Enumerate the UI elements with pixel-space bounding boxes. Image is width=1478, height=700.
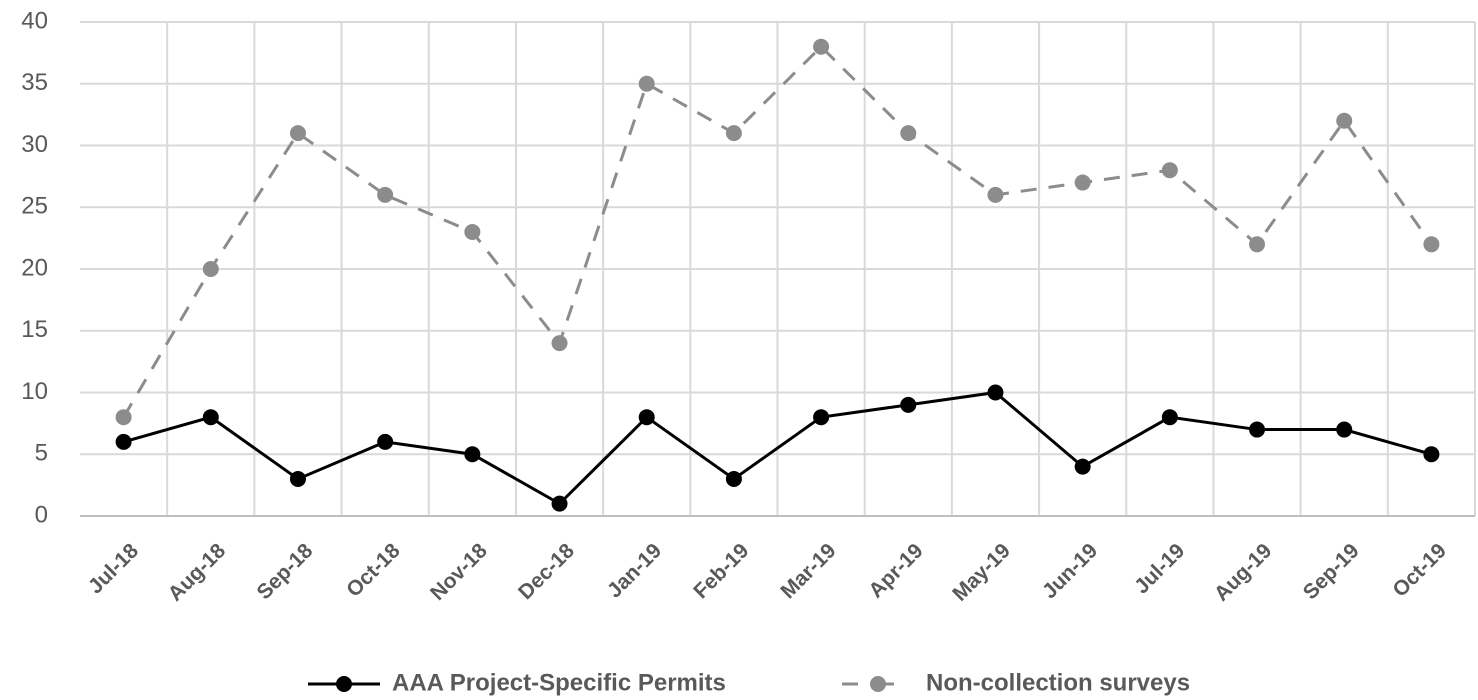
y-tick-label: 30	[21, 131, 48, 158]
legend-marker	[870, 676, 886, 692]
legend-label: AAA Project-Specific Permits	[392, 669, 726, 696]
x-tick-label: Mar-19	[776, 539, 840, 603]
point	[900, 125, 917, 142]
y-tick-label: 10	[21, 378, 48, 405]
x-tick-label: Oct-18	[342, 539, 405, 602]
point	[1336, 112, 1353, 129]
point	[289, 470, 306, 487]
x-tick-label: Jan-19	[603, 539, 666, 602]
x-tick-label: Oct-19	[1388, 539, 1450, 601]
x-tick-label: Jun-19	[1038, 539, 1102, 603]
point	[725, 125, 742, 142]
series-line	[122, 44, 1433, 418]
x-tick-label: Dec-18	[514, 539, 579, 604]
y-tick-label: 5	[35, 440, 48, 467]
point	[1249, 421, 1266, 438]
point	[551, 495, 568, 512]
point	[900, 396, 917, 413]
x-tick-label: May-19	[948, 539, 1015, 606]
point	[1074, 174, 1091, 191]
point	[987, 384, 1004, 401]
point	[115, 433, 132, 450]
point	[813, 38, 830, 55]
y-tick-label: 40	[21, 7, 48, 34]
point	[1423, 446, 1440, 463]
x-tick-label: Aug-19	[1210, 539, 1277, 606]
point	[202, 409, 219, 426]
point	[464, 446, 481, 463]
series-line	[123, 390, 1432, 506]
point	[638, 409, 655, 426]
point	[289, 125, 306, 142]
point	[987, 186, 1004, 203]
point	[377, 433, 394, 450]
point	[202, 261, 219, 277]
point	[725, 470, 742, 487]
x-tick-label: Feb-19	[689, 539, 753, 603]
point	[813, 409, 830, 426]
point	[1423, 236, 1440, 253]
x-tick-label: Apr-19	[864, 539, 927, 602]
point	[1249, 236, 1266, 253]
point	[551, 335, 568, 352]
point	[464, 223, 481, 240]
legend-label: Non-collection surveys	[926, 669, 1190, 696]
point	[1161, 409, 1178, 426]
x-tick-label: Jul-18	[84, 539, 143, 598]
y-tick-label: 15	[21, 316, 48, 343]
y-tick-label: 20	[21, 254, 48, 281]
x-tick-label: Sep-18	[252, 539, 317, 604]
y-tick-label: 0	[35, 501, 48, 528]
x-tick-label: Nov-18	[426, 539, 492, 605]
point	[377, 186, 394, 203]
y-tick-label: 25	[21, 193, 48, 220]
point	[115, 409, 132, 426]
x-tick-label: Aug-18	[164, 539, 231, 606]
point	[638, 75, 655, 92]
x-tick-label: Sep-19	[1299, 539, 1364, 604]
point	[1336, 421, 1353, 438]
point	[1161, 162, 1178, 179]
y-tick-label: 35	[21, 69, 48, 96]
legend-marker	[336, 676, 352, 692]
x-tick-label: Jul-19	[1130, 539, 1189, 598]
point	[1074, 458, 1091, 475]
